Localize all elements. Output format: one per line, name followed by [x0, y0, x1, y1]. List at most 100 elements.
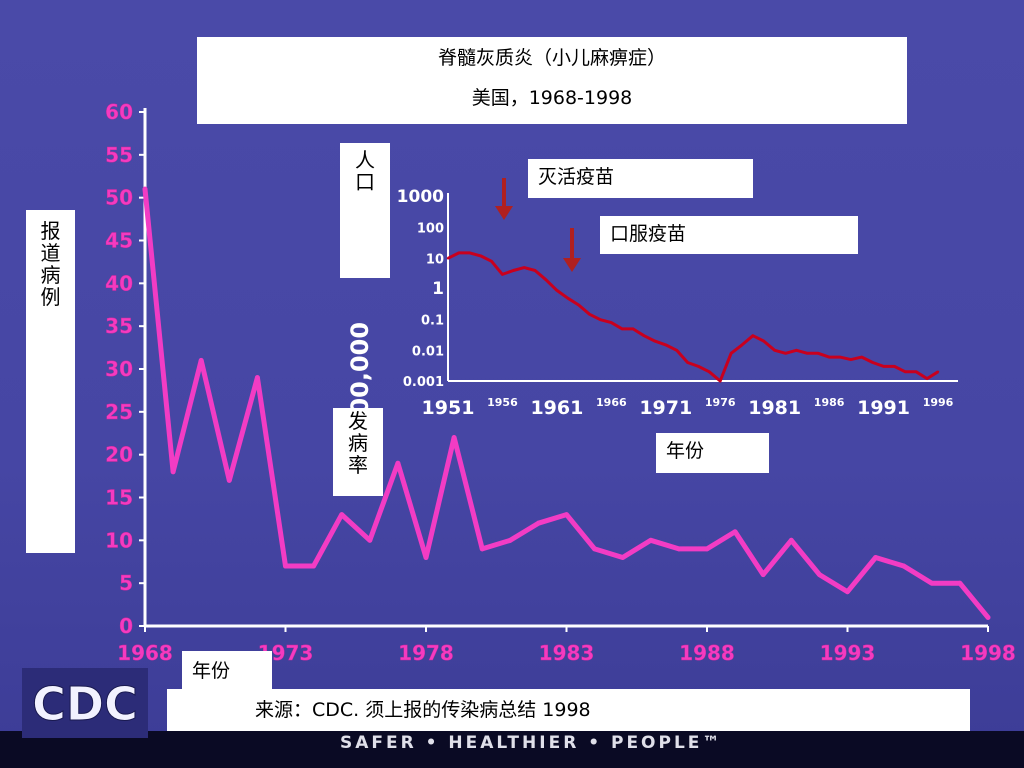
- inset-x-tick-label: 1986: [814, 396, 845, 409]
- main-data-point: [648, 537, 654, 543]
- inset-data-point: [893, 365, 896, 368]
- opv-label: 口服疫苗: [600, 216, 858, 254]
- inset-data-point: [457, 251, 461, 255]
- inset-x-tick-label: 1996: [923, 396, 954, 409]
- main-data-point: [564, 512, 569, 518]
- main-y-tick-label: 0: [119, 614, 133, 638]
- inset-x-tick-label: 1976: [705, 396, 736, 409]
- inset-data-point: [446, 257, 450, 260]
- inset-data-point: [936, 370, 940, 373]
- main-series-points: [142, 186, 991, 620]
- main-data-point: [311, 563, 316, 569]
- incidence-label-char: 发: [348, 409, 368, 433]
- inset-y-tick-label: 100: [417, 222, 444, 237]
- inset-data-point: [555, 289, 559, 292]
- inset-series-points: [446, 251, 940, 383]
- main-data-point: [788, 537, 794, 543]
- inset-data-point: [686, 361, 689, 364]
- main-data-point: [760, 572, 766, 577]
- main-y-tick-label: 20: [105, 443, 133, 467]
- inset-data-point: [817, 352, 820, 355]
- title-box: 脊髓灰质炎（小儿麻痹症） 美国，1968-1998: [197, 37, 907, 124]
- main-y-tick-label: 5: [119, 571, 133, 595]
- inset-data-point: [588, 313, 591, 316]
- inset-data-point: [490, 260, 493, 263]
- y-axis-label-char: 报: [40, 219, 61, 243]
- inset-data-point: [708, 370, 711, 373]
- main-y-tick-label: 15: [105, 486, 133, 510]
- main-data-point: [170, 469, 176, 475]
- inset-x-tick-label: 1966: [596, 396, 627, 409]
- inset-data-point: [479, 254, 482, 258]
- main-y-tick-label: 40: [105, 271, 133, 295]
- inset-y-tick-label: 1000: [397, 187, 444, 207]
- inset-y-tick-label: 10: [426, 252, 444, 267]
- inset-data-point: [773, 349, 776, 352]
- main-data-point: [536, 520, 541, 526]
- inset-data-point: [795, 349, 798, 352]
- inset-data-point: [501, 273, 504, 276]
- main-y-tick-label: 55: [105, 143, 133, 167]
- inset-data-point: [468, 251, 471, 255]
- incidence-label-box: 发 病 率: [333, 408, 383, 496]
- incidence-label-char: 率: [348, 453, 368, 477]
- inset-chart-axes: [447, 193, 958, 382]
- inset-data-point: [806, 352, 809, 355]
- main-data-point: [479, 546, 485, 552]
- main-data-point: [198, 358, 204, 363]
- inset-x-tick-label: 1951: [422, 397, 475, 419]
- inset-y-tick-label: 0.1: [421, 314, 444, 329]
- main-data-point: [732, 529, 738, 535]
- main-data-point: [676, 546, 682, 552]
- inset-data-point: [751, 334, 755, 337]
- main-y-tick-label: 50: [105, 186, 133, 210]
- y-axis-label-box: 报 道 病 例: [26, 210, 75, 553]
- main-x-tick-label: 1988: [679, 641, 735, 665]
- main-data-point: [620, 555, 626, 560]
- main-data-point: [367, 537, 373, 543]
- inset-series-line: [447, 251, 939, 383]
- main-x-axis-label: 年份: [182, 651, 272, 691]
- main-data-point: [985, 615, 991, 620]
- cdc-logo: CDC: [22, 668, 148, 738]
- inset-data-point: [544, 278, 548, 281]
- inset-data-point: [860, 355, 863, 359]
- inset-y-tick-label: 0.01: [412, 344, 444, 359]
- y-axis-label-char: 病: [40, 263, 61, 287]
- main-data-point: [339, 512, 345, 518]
- inset-data-point: [621, 327, 624, 331]
- inset-data-point: [871, 361, 874, 364]
- title-line2: 美国，1968-1998: [471, 87, 633, 109]
- main-x-tick-label: 1993: [820, 641, 876, 665]
- main-data-point: [592, 546, 597, 552]
- source-note: 来源：CDC. 须上报的传染病总结 1998: [167, 689, 970, 731]
- inset-data-point: [577, 303, 580, 307]
- inset-x-tick-labels: 1951 1956 1961 1966 1971 1976 1981 1986 1991 1996: [422, 396, 954, 419]
- main-data-point: [255, 375, 260, 380]
- main-x-tick-label: 1968: [117, 641, 173, 665]
- y-axis-label-char: 道: [40, 241, 61, 265]
- inset-y-tick-label: 0.001: [403, 375, 444, 390]
- inset-data-point: [697, 365, 700, 368]
- inset-data-point: [719, 379, 722, 383]
- inset-x-axis-label: 年份: [656, 433, 769, 473]
- ipv-label: 灭活疫苗: [528, 159, 753, 198]
- inset-data-point: [631, 327, 635, 331]
- main-x-tick-label: 1978: [398, 641, 454, 665]
- main-y-tick-label: 10: [105, 528, 133, 552]
- population-label-char: 人: [355, 148, 375, 172]
- incidence-label-char: 病: [348, 431, 368, 455]
- main-data-point: [817, 572, 822, 577]
- inset-data-point: [566, 297, 569, 300]
- inset-data-point: [762, 339, 765, 343]
- inset-data-point: [512, 269, 515, 272]
- y-axis-label-char: 例: [40, 285, 61, 309]
- main-data-point: [957, 580, 963, 586]
- inset-data-point: [915, 370, 918, 373]
- main-y-tick-label: 25: [105, 400, 133, 424]
- main-data-point: [929, 580, 935, 586]
- main-data-point: [704, 546, 710, 552]
- footer-tagline: SAFER • HEALTHIER • PEOPLE™: [340, 733, 723, 753]
